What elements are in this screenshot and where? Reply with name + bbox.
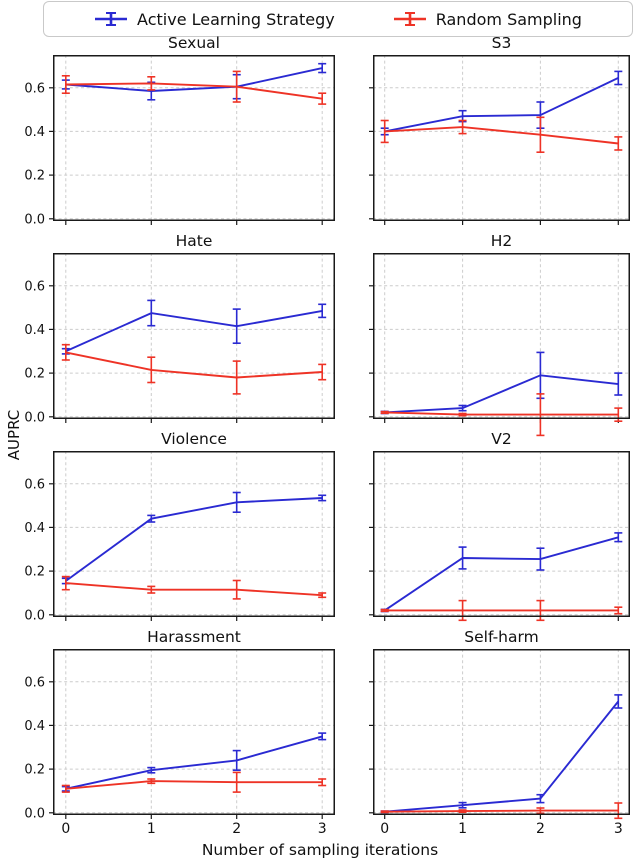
svg-text:0.6: 0.6 — [24, 675, 45, 690]
svg-text:0.4: 0.4 — [24, 719, 45, 734]
errorbar-marker-icon — [95, 12, 128, 26]
svg-text:0.2: 0.2 — [24, 763, 45, 778]
svg-text:0.4: 0.4 — [24, 521, 45, 536]
errorbar-marker-icon — [393, 12, 426, 26]
svg-text:0.0: 0.0 — [24, 608, 45, 623]
subplot-title: Hate — [175, 232, 213, 250]
svg-text:0.6: 0.6 — [24, 477, 45, 492]
svg-text:1: 1 — [147, 821, 156, 837]
svg-text:3: 3 — [318, 821, 327, 837]
legend: Active Learning Strategy Random Sampling — [43, 1, 633, 37]
subplot-title: Sexual — [168, 34, 220, 52]
svg-text:0.0: 0.0 — [24, 410, 45, 425]
plot-area-self-harm: 0 1 2 3 — [369, 649, 630, 837]
subplot-title: Self-harm — [464, 628, 539, 646]
svg-text:1: 1 — [458, 821, 467, 837]
plot-area-violence: 0.0 0.2 0.4 0.6 — [24, 451, 335, 623]
svg-text:0.2: 0.2 — [24, 367, 45, 382]
plot-area-h2 — [369, 253, 630, 437]
plot-area-hate: 0.0 0.2 0.4 0.6 — [24, 253, 335, 425]
subplot-title: H2 — [490, 232, 513, 250]
legend-item-active-learning: Active Learning Strategy — [94, 10, 335, 29]
subplot-title: Harassment — [147, 628, 241, 646]
svg-text:0.4: 0.4 — [24, 125, 45, 140]
legend-item-random-sampling: Random Sampling — [393, 10, 582, 29]
plot-area-v2 — [369, 451, 630, 622]
subplot-title: Violence — [161, 430, 227, 448]
svg-text:0.6: 0.6 — [24, 81, 45, 96]
subplot-title: V2 — [491, 430, 512, 448]
svg-text:2: 2 — [232, 821, 241, 837]
svg-text:3: 3 — [614, 821, 623, 837]
svg-text:0.2: 0.2 — [24, 565, 45, 580]
svg-text:2: 2 — [536, 821, 545, 837]
plot-area-sexual: 0.0 0.2 0.4 0.6 — [24, 55, 335, 227]
legend-label-active-learning: Active Learning Strategy — [137, 9, 335, 29]
svg-text:0.4: 0.4 — [24, 323, 45, 338]
legend-label-random-sampling: Random Sampling — [435, 9, 582, 29]
plot-area-harassment: 0 1 2 3 0.0 0.2 0.4 0.6 — [24, 649, 335, 837]
x-axis-label: Number of sampling iterations — [201, 841, 439, 859]
plot-area-s3 — [369, 55, 630, 225]
svg-text:0.2: 0.2 — [24, 169, 45, 184]
svg-text:0: 0 — [380, 821, 389, 837]
svg-text:0: 0 — [61, 821, 70, 837]
svg-text:0.0: 0.0 — [24, 806, 45, 821]
svg-text:0.0: 0.0 — [24, 212, 45, 227]
y-axis-label: AUPRC — [5, 409, 23, 461]
subplot-title: S3 — [491, 34, 512, 52]
svg-text:0.6: 0.6 — [24, 279, 45, 294]
